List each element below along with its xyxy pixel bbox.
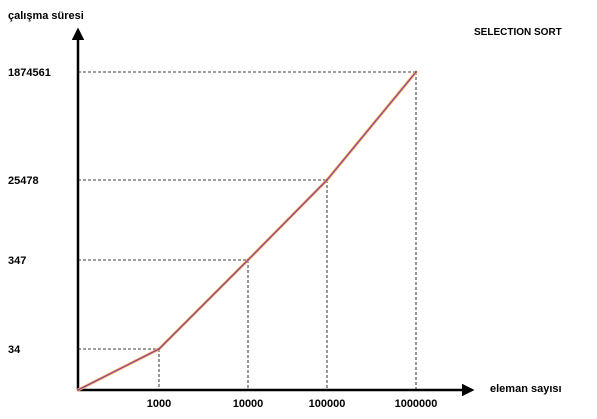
x-tick-label-1: 10000 xyxy=(233,398,264,410)
data-point-0 xyxy=(77,389,79,391)
series-line-outline xyxy=(78,72,416,390)
data-point-2 xyxy=(247,259,249,261)
x-tick-label-0: 1000 xyxy=(147,398,171,410)
x-tick-label-2: 100000 xyxy=(309,398,346,410)
y-tick-label-2: 25478 xyxy=(8,175,39,187)
data-points xyxy=(77,71,417,391)
x-tick-label-3: 1000000 xyxy=(395,398,438,410)
y-tick-label-3: 1874561 xyxy=(8,67,51,79)
y-tick-label-1: 347 xyxy=(8,255,26,267)
y-axis-label: çalışma süresi xyxy=(8,10,84,22)
y-tick-labels: 34 347 25478 1874561 xyxy=(8,67,51,356)
data-point-3 xyxy=(326,179,328,181)
y-tick-label-0: 34 xyxy=(8,344,21,356)
data-point-1 xyxy=(158,348,160,350)
x-tick-labels: 1000 10000 100000 1000000 xyxy=(147,398,438,410)
data-point-4 xyxy=(415,71,417,73)
series-line xyxy=(78,72,416,390)
x-axis-label: eleman sayısı xyxy=(490,383,562,395)
chart-title: SELECTION SORT xyxy=(474,27,562,38)
guide-lines xyxy=(78,72,416,390)
